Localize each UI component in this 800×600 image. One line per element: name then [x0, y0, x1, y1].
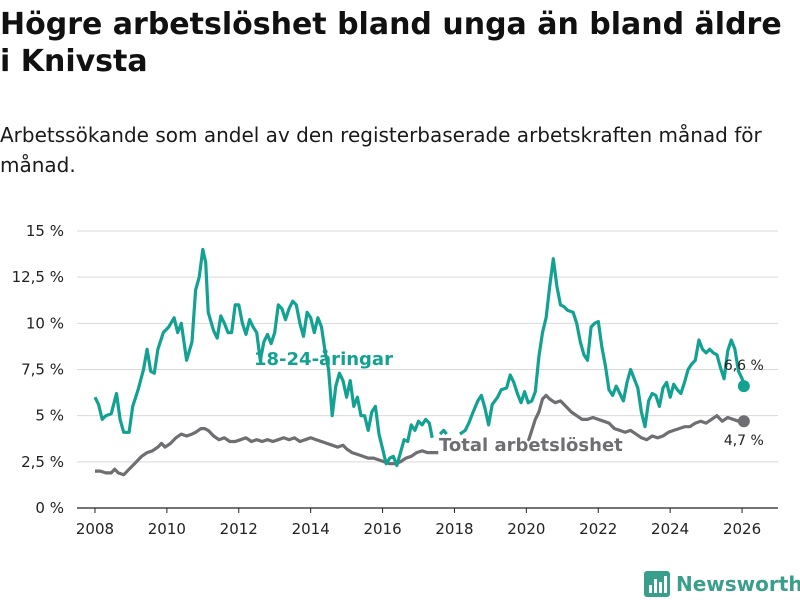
- x-tick-label: 2020: [507, 520, 545, 538]
- y-tick-label: 0 %: [35, 499, 64, 517]
- logo-text: Newsworthy: [676, 572, 800, 596]
- x-tick-label: 2016: [363, 520, 401, 538]
- x-tick-label: 2012: [220, 520, 258, 538]
- total-end-value-label: 4,7 %: [724, 433, 764, 449]
- y-axis-ticks: 0 % 2,5 % 5 % 7,5 % 10 % 12,5 % 15 %: [12, 222, 64, 517]
- series-labels: 18-24-åringar Total arbetslöshet 6,6 % 4,7 …: [254, 348, 764, 458]
- y-tick-label: 15 %: [26, 222, 64, 240]
- bar-chart-icon: [644, 571, 670, 597]
- x-tick-label: 2022: [579, 520, 617, 538]
- end-point-marker: [737, 415, 750, 428]
- chart-title: Högre arbetslöshet bland unga än bland ä…: [0, 7, 782, 79]
- youth-end-value-label: 6,6 %: [724, 358, 764, 374]
- end-point-marker: [737, 380, 750, 393]
- y-tick-label: 2,5 %: [21, 453, 64, 471]
- youth-line: [93, 247, 434, 468]
- x-tick-label: 2018: [435, 520, 473, 538]
- youth-line-segment: [438, 428, 448, 436]
- total-series-label: Total arbetslöshet: [439, 435, 623, 456]
- youth-series-label: 18-24-åringar: [254, 348, 393, 370]
- x-tick-label: 2026: [723, 520, 761, 538]
- x-tick-label: 2008: [76, 520, 114, 538]
- total-line: [95, 427, 439, 477]
- series-lines: [93, 247, 750, 477]
- total-line-segment: [523, 393, 744, 448]
- x-tick-label: 2014: [292, 520, 330, 538]
- x-tick-label: 2010: [148, 520, 186, 538]
- grid-lines: [77, 230, 778, 509]
- y-tick-label: 10 %: [26, 314, 64, 332]
- y-tick-label: 7,5 %: [21, 361, 64, 379]
- x-axis-ticks: 2008 2010 2012 2014 2016 2018 2020 2022 2024 2026: [76, 508, 761, 538]
- youth-line-segment: [458, 257, 746, 436]
- y-tick-label: 12,5 %: [12, 268, 64, 286]
- x-tick-label: 2024: [651, 520, 689, 538]
- chart-subtitle: Arbetssökande som andel av den registerb…: [0, 123, 762, 177]
- y-tick-label: 5 %: [35, 407, 64, 425]
- newsworthy-logo: Newsworthy: [644, 568, 800, 600]
